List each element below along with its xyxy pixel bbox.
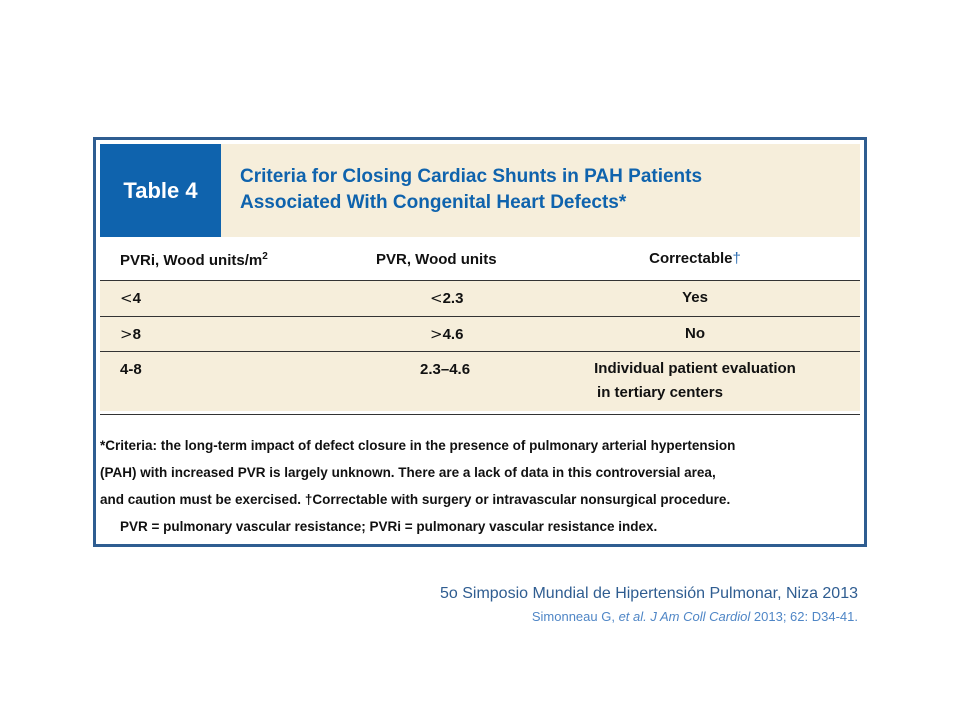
dagger-mark: † <box>732 250 741 267</box>
cell-pvr: <2.3 <box>430 289 463 307</box>
table-title-line2: Associated With Congenital Heart Defects… <box>240 192 627 213</box>
cell-correctable-line2: in tertiary centers <box>597 384 723 401</box>
cell-pvr: 2.3–4.6 <box>420 360 470 378</box>
less-than-symbol: < <box>430 289 443 307</box>
divider <box>100 351 860 352</box>
footnote-line: *Criteria: the long-term impact of defec… <box>100 438 736 453</box>
table-title-line1: Criteria for Closing Cardiac Shunts in P… <box>240 166 703 187</box>
divider <box>100 280 860 281</box>
cell-correctable: No <box>685 325 705 342</box>
footnote-line: (PAH) with increased PVR is largely unkn… <box>100 465 716 480</box>
table-header: Table 4 Criteria for Closing Cardiac Shu… <box>100 144 860 237</box>
cell-pvri: >8 <box>120 325 141 343</box>
cell-pvri-value: 4 <box>132 290 141 307</box>
cell-correctable: Individual patient evaluation in tertiar… <box>540 357 850 405</box>
cell-pvr: >4.6 <box>430 325 463 343</box>
column-header-pvri-sup: 2 <box>262 251 268 262</box>
column-header-correctable: Correctable† <box>540 247 850 271</box>
column-header-pvri-label: PVRi, Wood units/m <box>120 252 263 269</box>
citation-journal: et al. J Am Coll Cardiol <box>618 609 751 624</box>
cell-pvr-value: 2.3 <box>442 290 464 307</box>
divider <box>100 414 860 415</box>
cell-pvri: 4-8 <box>120 360 142 378</box>
table-frame: Table 4 Criteria for Closing Cardiac Shu… <box>93 137 867 547</box>
cell-correctable: Yes <box>682 289 708 306</box>
table-row: 4-8 2.3–4.6 Individual patient evaluatio… <box>100 352 860 411</box>
citation-reference: Simonneau G, et al. J Am Coll Cardiol 20… <box>532 609 858 624</box>
greater-than-symbol: > <box>430 325 443 343</box>
column-header-pvr: PVR, Wood units <box>376 251 497 268</box>
table-row: >8 >4.6 No <box>100 317 860 351</box>
table-footnote: *Criteria: the long-term impact of defec… <box>100 432 860 540</box>
column-header-row: PVRi, Wood units/m2 PVR, Wood units Corr… <box>100 243 860 277</box>
citation-authors: Simonneau G, <box>531 609 619 624</box>
less-than-symbol: < <box>120 289 133 307</box>
table-number: Table 4 <box>100 144 221 237</box>
citation-ref: 2013; 62: D34-41. <box>750 609 858 624</box>
greater-than-symbol: > <box>120 325 133 343</box>
cell-pvr-value: 2.3–4.6 <box>420 361 471 378</box>
footnote-line: PVR = pulmonary vascular resistance; PVR… <box>120 519 658 534</box>
divider <box>100 316 860 317</box>
cell-pvr-value: 4.6 <box>442 326 464 343</box>
column-header-pvri: PVRi, Wood units/m2 <box>120 251 268 269</box>
cell-correctable-line1: Individual patient evaluation <box>594 360 796 377</box>
cell-pvri-value: 8 <box>132 326 141 343</box>
cell-pvri: <4 <box>120 289 141 307</box>
table-row: <4 <2.3 Yes <box>100 281 860 316</box>
cell-pvri-value: 4-8 <box>120 361 142 378</box>
table-title: Criteria for Closing Cardiac Shunts in P… <box>240 164 850 216</box>
citation-title: 5o Simposio Mundial de Hipertensión Pulm… <box>439 585 858 602</box>
column-header-correctable-label: Correctable <box>649 250 733 267</box>
footnote-line: and caution must be exercised. †Correcta… <box>100 492 731 507</box>
